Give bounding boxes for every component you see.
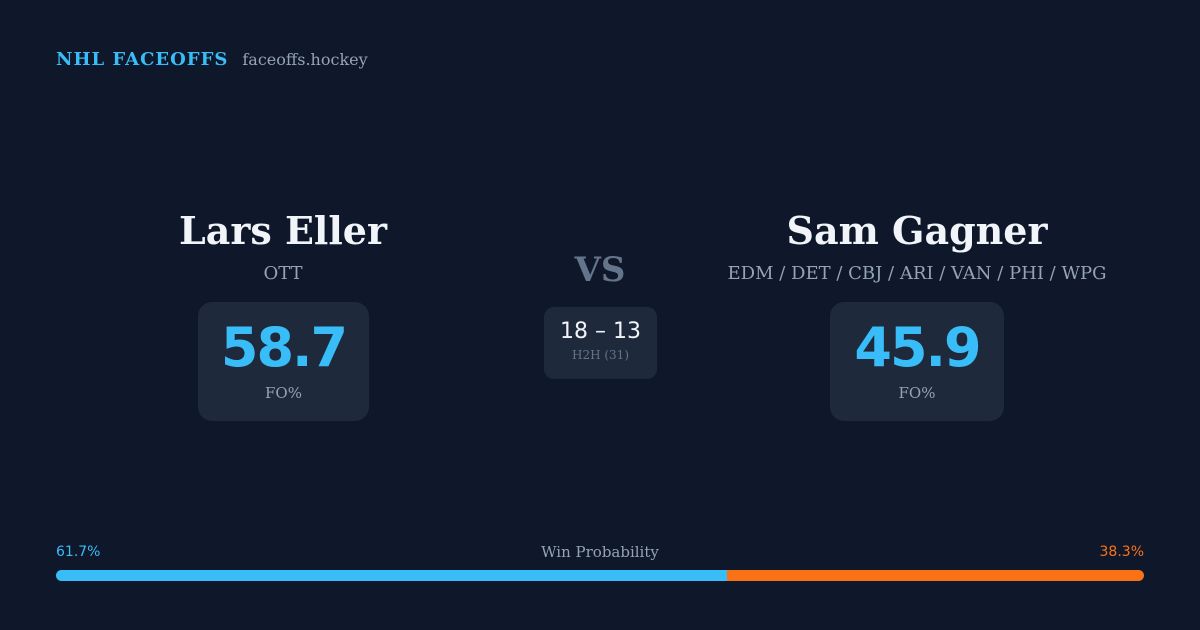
win-probability-right: 38.3% [1099,544,1144,560]
win-probability-title: Win Probability [541,543,659,561]
player-right: Sam Gagner EDM / DET / CBJ / ARI / VAN /… [667,206,1167,286]
brand-site[interactable]: faceoffs.hockey [242,50,368,69]
win-probability-left: 61.7% [56,544,101,560]
win-probability-bar [56,570,1144,581]
h2h-score: 18 – 13 [560,319,641,344]
player-right-fo-label: FO% [898,384,936,402]
head-to-head-card: 18 – 13 H2H (31) [544,307,657,379]
player-left: Lars Eller OTT [83,206,483,286]
win-probability-fill-left [56,570,728,581]
vs-label: VS [574,250,626,290]
player-left-fo-label: FO% [265,384,302,402]
player-left-teams: OTT [263,263,303,284]
player-right-fo-value: 45.9 [854,316,981,379]
player-right-fo-card: 45.9 FO% [830,302,1004,421]
player-right-name: Sam Gagner [786,208,1048,253]
player-left-fo-card: 58.7 FO% [198,302,369,421]
player-left-name: Lars Eller [178,208,388,253]
player-left-fo-value: 58.7 [220,316,348,379]
brand-header: NHL FACEOFFS faceoffs.hockey [56,49,368,70]
h2h-label: H2H (31) [571,348,629,362]
player-right-teams: EDM / DET / CBJ / ARI / VAN / PHI / WPG [727,263,1107,284]
brand-name[interactable]: NHL FACEOFFS [56,49,229,70]
win-probability-fill-right [727,570,1144,581]
